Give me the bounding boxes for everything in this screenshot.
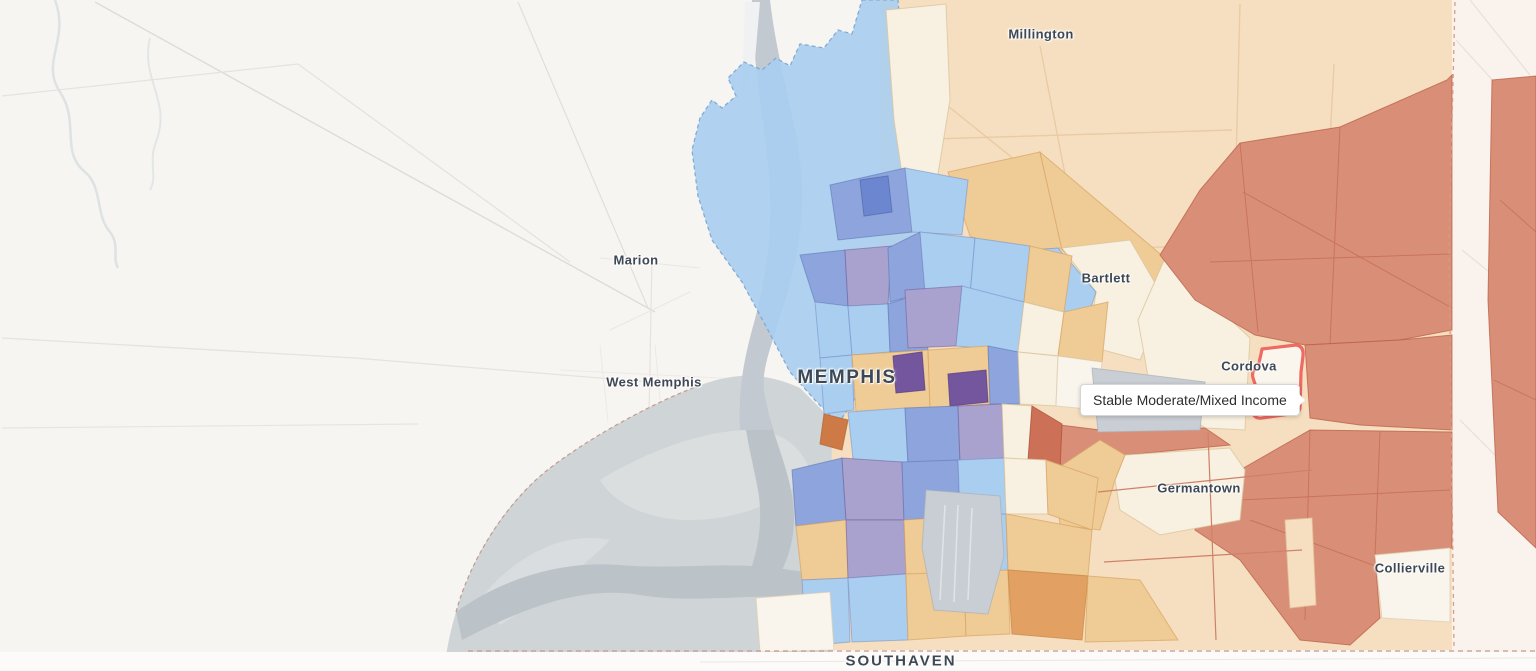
- road: [1, 423, 419, 429]
- tract[interactable]: [947, 369, 989, 407]
- tract[interactable]: [755, 591, 835, 653]
- tract[interactable]: [819, 354, 855, 415]
- road: [599, 257, 701, 331]
- tract[interactable]: [859, 175, 893, 217]
- tract[interactable]: [814, 301, 853, 359]
- tract[interactable]: [904, 405, 961, 465]
- tract-far-east[interactable]: [1487, 75, 1536, 549]
- runway-lines: [939, 504, 973, 603]
- railroad-line: [94, 1, 656, 313]
- tract[interactable]: [1007, 569, 1089, 641]
- tract-germantown[interactable]: [1114, 447, 1246, 536]
- road: [897, 129, 1233, 141]
- tract[interactable]: [892, 351, 926, 394]
- river-channel: [743, 392, 795, 582]
- tract[interactable]: [957, 403, 1005, 463]
- tract[interactable]: [847, 573, 909, 643]
- tract[interactable]: [904, 285, 963, 349]
- creek-line: [147, 37, 162, 191]
- county-line-east: [1448, 1, 1456, 649]
- road: [1, 63, 571, 263]
- tract[interactable]: [847, 303, 891, 356]
- tract[interactable]: [1023, 245, 1073, 313]
- tract[interactable]: [841, 457, 905, 521]
- creek-line: [51, 0, 120, 269]
- tract-border: [1493, 199, 1536, 401]
- tract[interactable]: [1017, 351, 1059, 407]
- tract[interactable]: [1001, 403, 1033, 461]
- county-line-west: [455, 385, 699, 613]
- tract[interactable]: [795, 519, 849, 581]
- tract[interactable]: [919, 231, 976, 297]
- river-channel: [456, 564, 832, 640]
- tract[interactable]: [844, 245, 893, 307]
- road: [699, 657, 1536, 663]
- tract[interactable]: [791, 457, 847, 527]
- salmon-tracts: [1054, 73, 1453, 646]
- railroad-line: [517, 1, 649, 309]
- tract[interactable]: [1017, 301, 1065, 357]
- tract[interactable]: [1084, 575, 1179, 643]
- tract-collierville[interactable]: [1374, 547, 1451, 623]
- tract[interactable]: [987, 345, 1021, 405]
- tract[interactable]: [1003, 457, 1049, 515]
- city-tracts: [755, 167, 1179, 653]
- tract[interactable]: [904, 167, 969, 236]
- road: [1097, 431, 1313, 641]
- tract-border: [1209, 126, 1453, 345]
- tract[interactable]: [1284, 517, 1317, 609]
- tract-tooltip: Stable Moderate/Mixed Income: [1080, 384, 1305, 416]
- tract-airport[interactable]: [921, 489, 1005, 615]
- tract[interactable]: [1304, 334, 1453, 431]
- tract[interactable]: [845, 519, 907, 579]
- tract[interactable]: [819, 413, 849, 451]
